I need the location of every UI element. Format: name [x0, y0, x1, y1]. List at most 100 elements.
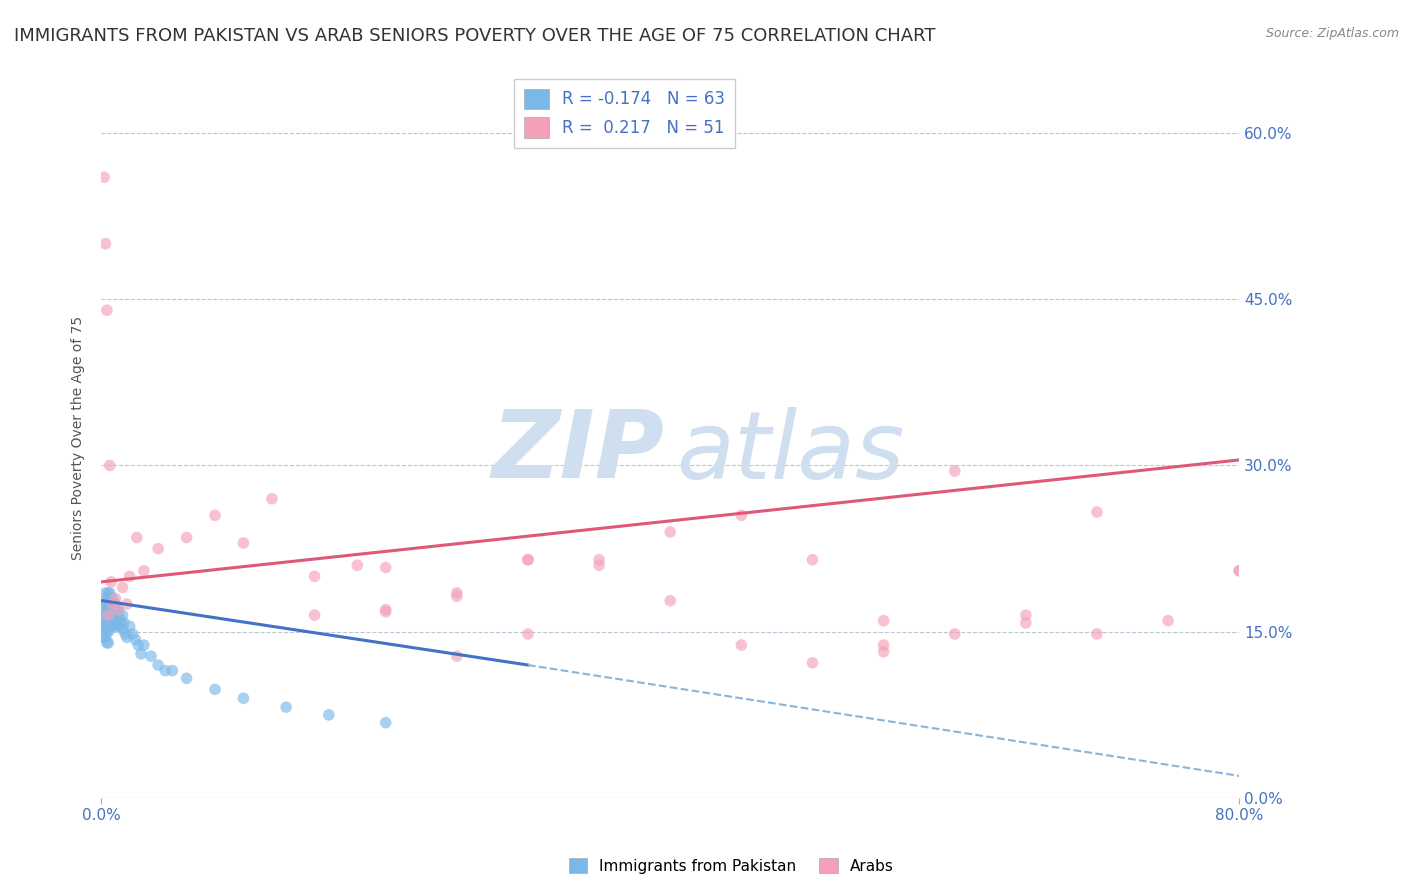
- Point: [872, 638, 894, 652]
- Point: [94, 586, 117, 600]
- Point: [114, 627, 136, 641]
- Point: [105, 619, 128, 633]
- Text: IMMIGRANTS FROM PAKISTAN VS ARAB SENIORS POVERTY OVER THE AGE OF 75 CORRELATION : IMMIGRANTS FROM PAKISTAN VS ARAB SENIORS…: [14, 27, 935, 45]
- Point: [97, 591, 120, 606]
- Point: [146, 658, 169, 673]
- Point: [100, 602, 122, 616]
- Point: [1157, 614, 1180, 628]
- Point: [872, 645, 894, 659]
- Point: [111, 608, 134, 623]
- Point: [232, 691, 254, 706]
- Text: ZIP: ZIP: [492, 406, 665, 498]
- Point: [94, 630, 117, 644]
- Point: [111, 623, 134, 637]
- Point: [374, 605, 396, 619]
- Point: [517, 552, 540, 566]
- Point: [107, 602, 129, 616]
- Point: [125, 531, 148, 545]
- Point: [100, 591, 122, 606]
- Point: [801, 656, 824, 670]
- Point: [98, 597, 121, 611]
- Point: [94, 597, 117, 611]
- Point: [318, 707, 340, 722]
- Point: [96, 624, 118, 639]
- Y-axis label: Seniors Poverty Over the Age of 75: Seniors Poverty Over the Age of 75: [72, 316, 86, 560]
- Point: [446, 586, 468, 600]
- Point: [127, 638, 149, 652]
- Point: [97, 624, 120, 639]
- Point: [107, 619, 129, 633]
- Point: [162, 664, 184, 678]
- Point: [100, 619, 122, 633]
- Point: [97, 636, 120, 650]
- Point: [101, 597, 124, 611]
- Point: [118, 619, 141, 633]
- Point: [304, 608, 326, 623]
- Point: [101, 591, 124, 606]
- Point: [872, 614, 894, 628]
- Point: [176, 531, 198, 545]
- Point: [204, 682, 226, 697]
- Point: [204, 508, 226, 523]
- Point: [129, 647, 152, 661]
- Point: [374, 560, 396, 574]
- Point: [517, 552, 540, 566]
- Point: [101, 608, 124, 623]
- Point: [118, 569, 141, 583]
- Point: [96, 602, 118, 616]
- Point: [94, 608, 117, 623]
- Point: [446, 649, 468, 664]
- Point: [1085, 627, 1108, 641]
- Point: [93, 170, 115, 185]
- Point: [588, 552, 610, 566]
- Point: [730, 638, 752, 652]
- Point: [304, 569, 326, 583]
- Point: [112, 615, 135, 630]
- Legend: Immigrants from Pakistan, Arabs: Immigrants from Pakistan, Arabs: [562, 852, 900, 880]
- Point: [260, 491, 283, 506]
- Point: [107, 605, 129, 619]
- Point: [96, 591, 118, 606]
- Point: [446, 589, 468, 603]
- Point: [97, 614, 120, 628]
- Point: [176, 671, 198, 685]
- Legend: R = -0.174   N = 63, R =  0.217   N = 51: R = -0.174 N = 63, R = 0.217 N = 51: [515, 78, 735, 147]
- Point: [232, 536, 254, 550]
- Point: [115, 630, 138, 644]
- Point: [91, 630, 114, 644]
- Point: [98, 586, 121, 600]
- Point: [517, 627, 540, 641]
- Point: [93, 608, 115, 623]
- Point: [659, 524, 682, 539]
- Point: [943, 627, 966, 641]
- Text: Source: ZipAtlas.com: Source: ZipAtlas.com: [1265, 27, 1399, 40]
- Point: [1085, 505, 1108, 519]
- Point: [103, 614, 125, 628]
- Point: [1015, 608, 1038, 623]
- Point: [91, 619, 114, 633]
- Point: [101, 619, 124, 633]
- Point: [730, 508, 752, 523]
- Point: [101, 597, 124, 611]
- Point: [1227, 564, 1250, 578]
- Point: [104, 591, 127, 606]
- Point: [121, 627, 143, 641]
- Point: [94, 236, 117, 251]
- Point: [93, 597, 115, 611]
- Text: atlas: atlas: [676, 407, 904, 498]
- Point: [659, 593, 682, 607]
- Point: [943, 464, 966, 478]
- Point: [103, 597, 125, 611]
- Point: [98, 608, 121, 623]
- Point: [94, 619, 117, 633]
- Point: [104, 614, 127, 628]
- Point: [111, 581, 134, 595]
- Point: [108, 611, 131, 625]
- Point: [146, 541, 169, 556]
- Point: [588, 558, 610, 573]
- Point: [1227, 564, 1250, 578]
- Point: [97, 602, 120, 616]
- Point: [115, 597, 138, 611]
- Point: [98, 619, 121, 633]
- Point: [96, 636, 118, 650]
